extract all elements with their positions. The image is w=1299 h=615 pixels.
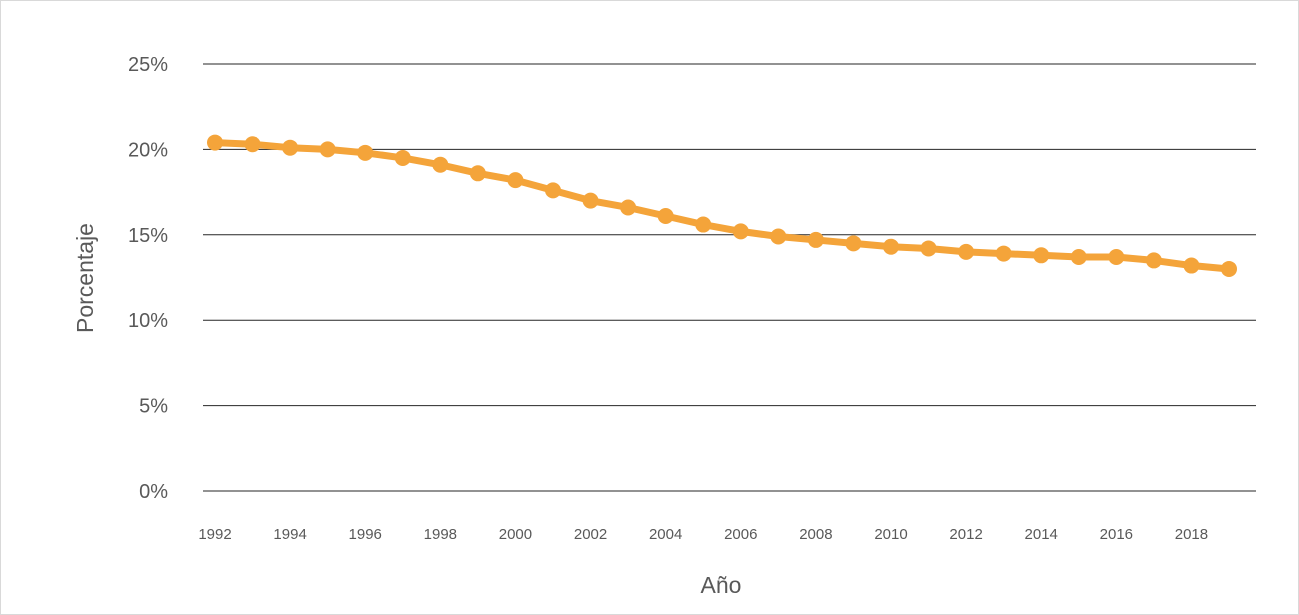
x-tick-label: 1998 — [424, 526, 457, 543]
data-point — [920, 240, 937, 257]
x-tick-label: 2012 — [949, 526, 982, 543]
x-tick-label: 2006 — [724, 526, 757, 543]
data-point — [394, 149, 411, 166]
x-tick-label: 2000 — [499, 526, 532, 543]
data-point — [507, 172, 524, 189]
data-point — [1145, 252, 1162, 269]
x-axis-title: Año — [701, 572, 742, 598]
data-point — [1221, 260, 1237, 277]
data-point — [319, 141, 336, 158]
y-tick-label: 25% — [128, 54, 168, 76]
data-point — [432, 156, 449, 173]
data-point — [1033, 247, 1050, 264]
data-point — [282, 139, 299, 156]
data-point — [357, 144, 374, 161]
data-point — [582, 192, 599, 209]
x-tick-label: 1994 — [273, 526, 306, 543]
data-point — [469, 165, 486, 182]
data-point — [695, 216, 712, 233]
data-point — [1070, 249, 1087, 266]
data-point — [845, 235, 862, 252]
x-tick-labels: 1992 1994 1996 1998 2000 2002 2004 2006 2008 2010… — [198, 526, 1208, 543]
data-point — [958, 243, 975, 260]
data-point — [995, 245, 1012, 262]
y-tick-label: 5% — [139, 396, 168, 418]
x-tick-label: 2018 — [1175, 526, 1208, 543]
y-tick-label: 10% — [128, 310, 168, 332]
data-point — [1108, 249, 1125, 266]
x-tick-label: 2014 — [1025, 526, 1058, 543]
x-tick-label: 2016 — [1100, 526, 1133, 543]
data-point — [883, 238, 899, 255]
data-point — [545, 182, 561, 199]
data-point — [770, 228, 787, 245]
data-point — [620, 199, 637, 216]
x-tick-label: 2010 — [874, 526, 907, 543]
data-point — [207, 134, 223, 151]
x-tick-label: 1992 — [198, 526, 231, 543]
gridlines — [203, 63, 1256, 492]
x-tick-label: 2002 — [574, 526, 607, 543]
data-point — [244, 136, 261, 153]
x-tick-label: 2004 — [649, 526, 682, 543]
y-tick-label: 0% — [139, 481, 168, 503]
data-point — [732, 223, 749, 240]
series-layer — [207, 134, 1237, 277]
y-tick-label: 20% — [128, 139, 168, 161]
x-tick-label: 2008 — [799, 526, 832, 543]
y-tick-label: 15% — [128, 225, 168, 247]
y-tick-labels: 0% 5% 10% 15% 20% 25% — [128, 54, 168, 503]
series-line — [211, 139, 1233, 273]
data-point — [807, 231, 824, 248]
y-axis-title: Porcentaje — [72, 223, 98, 333]
x-tick-label: 1996 — [349, 526, 382, 543]
data-point — [1183, 257, 1200, 274]
data-point — [657, 208, 674, 225]
